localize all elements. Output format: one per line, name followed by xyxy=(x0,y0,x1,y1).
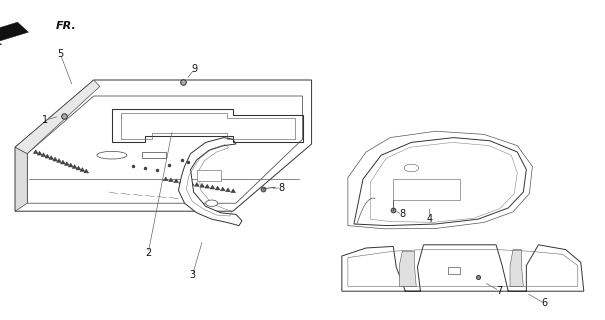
Text: 7: 7 xyxy=(496,285,502,296)
Polygon shape xyxy=(354,138,526,226)
Polygon shape xyxy=(27,96,303,203)
Text: 9: 9 xyxy=(192,64,198,74)
Polygon shape xyxy=(15,147,27,211)
Polygon shape xyxy=(342,245,584,291)
Polygon shape xyxy=(184,180,189,184)
Polygon shape xyxy=(231,189,235,193)
Polygon shape xyxy=(142,152,166,158)
Text: 8: 8 xyxy=(278,183,284,193)
Polygon shape xyxy=(197,170,221,181)
Polygon shape xyxy=(179,180,184,184)
Polygon shape xyxy=(174,179,178,183)
Polygon shape xyxy=(53,157,57,161)
Polygon shape xyxy=(97,151,127,159)
Polygon shape xyxy=(178,138,242,226)
Text: 4: 4 xyxy=(427,214,433,224)
Polygon shape xyxy=(76,166,81,170)
Text: 2: 2 xyxy=(145,248,151,258)
Polygon shape xyxy=(49,156,54,160)
Polygon shape xyxy=(37,151,42,155)
Text: 5: 5 xyxy=(57,49,64,60)
Polygon shape xyxy=(68,163,73,167)
Text: 8: 8 xyxy=(399,209,405,220)
Polygon shape xyxy=(0,28,2,45)
Polygon shape xyxy=(15,80,100,154)
Polygon shape xyxy=(226,188,231,192)
Polygon shape xyxy=(84,169,89,173)
Polygon shape xyxy=(210,185,215,189)
Polygon shape xyxy=(220,187,225,191)
Polygon shape xyxy=(57,159,62,163)
Polygon shape xyxy=(189,181,194,185)
Polygon shape xyxy=(448,267,460,274)
Text: FR.: FR. xyxy=(56,20,77,31)
Polygon shape xyxy=(206,200,218,206)
Polygon shape xyxy=(33,150,38,154)
Polygon shape xyxy=(60,160,65,164)
Polygon shape xyxy=(80,168,85,172)
Text: 1: 1 xyxy=(42,115,48,125)
Polygon shape xyxy=(163,177,168,181)
Polygon shape xyxy=(200,183,204,187)
Polygon shape xyxy=(399,251,416,286)
Polygon shape xyxy=(510,250,523,286)
Polygon shape xyxy=(0,22,28,42)
Polygon shape xyxy=(404,164,419,172)
Polygon shape xyxy=(64,162,69,165)
Polygon shape xyxy=(393,179,460,200)
Polygon shape xyxy=(41,153,46,156)
Polygon shape xyxy=(72,164,77,168)
Polygon shape xyxy=(205,184,210,188)
Polygon shape xyxy=(45,154,50,158)
Polygon shape xyxy=(15,80,312,211)
Polygon shape xyxy=(194,182,199,186)
Text: 6: 6 xyxy=(541,298,548,308)
Text: 3: 3 xyxy=(189,270,195,280)
Polygon shape xyxy=(215,186,220,190)
Polygon shape xyxy=(169,178,174,182)
